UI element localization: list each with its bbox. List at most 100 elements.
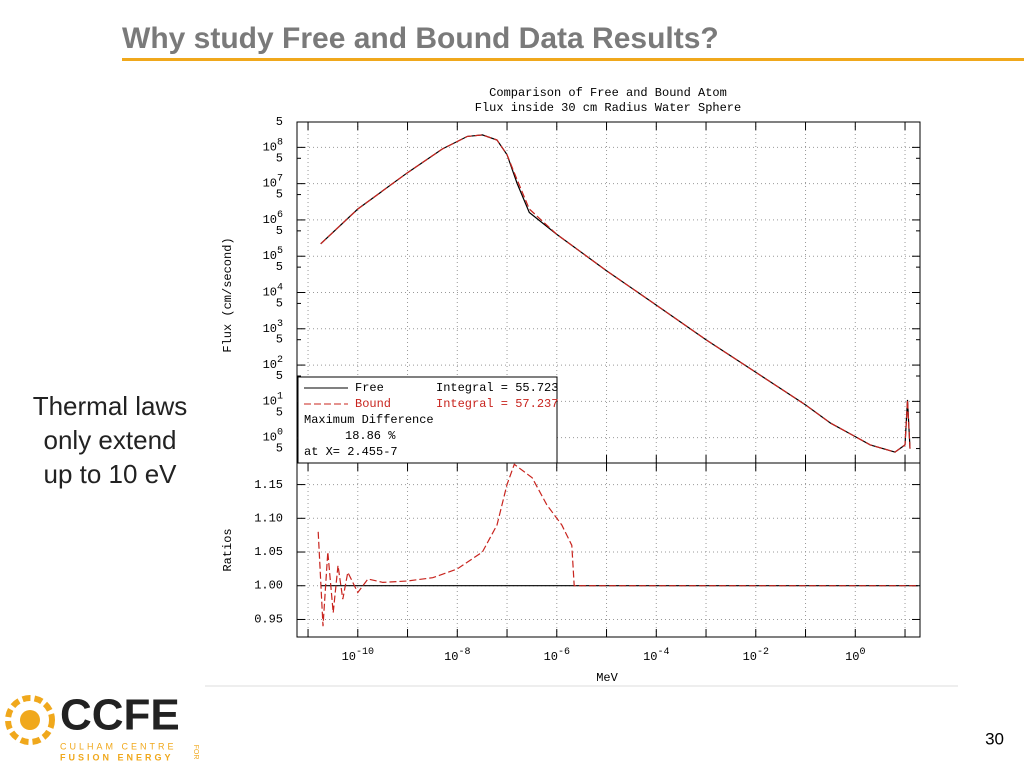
tick-label-base: 10 (263, 431, 277, 445)
tick-label: 5 (276, 224, 283, 238)
tick-label-base: 10 (263, 286, 277, 300)
legend-name: Bound (355, 397, 391, 411)
chart-title: Comparison of Free and Bound Atom (489, 86, 727, 100)
tick-label: 102 (263, 355, 283, 373)
tick-label-base: 10 (845, 650, 859, 664)
plot-frame (296, 462, 921, 638)
tick-label: 1.00 (254, 579, 283, 593)
tick-label: 103 (263, 318, 283, 336)
tick-label: 1.10 (254, 511, 283, 525)
tick-label-base: 5 (276, 297, 283, 311)
tick-label-exponent: 7 (277, 173, 283, 184)
tick-label: 0.95 (254, 613, 283, 627)
tick-label: 106 (263, 210, 283, 228)
logo-mark (20, 710, 40, 730)
tick-label-exponent: 2 (277, 355, 283, 366)
tick-label-base: 1.00 (254, 579, 283, 593)
tick-label-base: 10 (263, 322, 277, 336)
legend-integral: Integral = 55.723 (436, 381, 558, 395)
tick-label-base: 5 (276, 442, 283, 456)
logo-mark (5, 695, 55, 745)
tick-label-base: 10 (444, 650, 458, 664)
tick-label: 1.15 (254, 478, 283, 492)
tick-label-exponent: -4 (657, 647, 669, 658)
tick-label: 10-4 (643, 647, 669, 665)
legend-integral: Integral = 57.237 (436, 397, 558, 411)
tick-label: 5 (276, 369, 283, 383)
logo-name: CCFE (60, 691, 180, 740)
x-axis-label: MeV (596, 671, 618, 685)
y-axis-label: Ratios (221, 528, 235, 571)
title-rule (122, 58, 1024, 61)
series-line (320, 134, 911, 453)
logo-side: FOR (192, 745, 199, 760)
logo-line: CULHAM CENTRE (60, 741, 177, 751)
tick-label: 5 (276, 188, 283, 202)
tick-label-exponent: -10 (356, 647, 374, 658)
tick-label: 5 (276, 333, 283, 347)
tick-label-base: 10 (544, 650, 558, 664)
tick-label: 10-8 (444, 647, 470, 665)
chart-title: Flux inside 30 cm Radius Water Sphere (475, 101, 741, 115)
tick-label-exponent: -6 (558, 647, 570, 658)
tick-label-exponent: 4 (277, 282, 283, 293)
tick-label-base: 10 (342, 650, 356, 664)
tick-label-exponent: 1 (277, 391, 283, 402)
tick-label: 105 (263, 246, 283, 264)
tick-label: 5 (276, 115, 283, 129)
tick-label: 10-10 (342, 647, 374, 665)
side-text: Thermal laws (33, 391, 188, 421)
tick-label-base: 5 (276, 369, 283, 383)
y-axis-label: Flux (cm/second) (221, 237, 235, 352)
tick-label-base: 10 (263, 141, 277, 155)
tick-label: 108 (263, 137, 283, 155)
tick-label: 10-6 (544, 647, 570, 665)
tick-label-base: 10 (643, 650, 657, 664)
tick-label-exponent: 0 (859, 647, 865, 658)
tick-label-base: 1.10 (254, 511, 283, 525)
annotation: Maximum Difference (304, 413, 434, 427)
tick-label: 100 (845, 647, 865, 665)
tick-label-base: 10 (743, 650, 757, 664)
tick-label: 5 (276, 260, 283, 274)
tick-label: 104 (263, 282, 283, 300)
tick-label-exponent: -8 (458, 647, 470, 658)
tick-label-base: 5 (276, 151, 283, 165)
tick-label-base: 5 (276, 405, 283, 419)
annotation: 18.86 % (345, 429, 396, 443)
tick-label: 5 (276, 151, 283, 165)
logo-line: FUSION ENERGY (60, 752, 174, 762)
tick-label-exponent: 3 (277, 318, 283, 329)
tick-label: 10-2 (743, 647, 769, 665)
legend-name: Free (355, 381, 384, 395)
tick-label: 1.05 (254, 545, 283, 559)
tick-label: 101 (263, 391, 283, 409)
tick-label-base: 10 (263, 358, 277, 372)
tick-label: 5 (276, 405, 283, 419)
tick-label: 5 (276, 297, 283, 311)
tick-label: 5 (276, 442, 283, 456)
annotation: at X= 2.455-7 (304, 445, 398, 459)
tick-label-exponent: 0 (277, 427, 283, 438)
tick-label-exponent: 6 (277, 210, 283, 221)
tick-label-exponent: -2 (757, 647, 769, 658)
side-text: only extend (44, 425, 177, 455)
series-line (317, 463, 918, 627)
tick-label-exponent: 5 (277, 246, 283, 257)
tick-label-base: 10 (263, 177, 277, 191)
tick-label-base: 5 (276, 115, 283, 129)
tick-label-base: 5 (276, 333, 283, 347)
tick-label-base: 5 (276, 224, 283, 238)
side-text: up to 10 eV (44, 459, 178, 489)
tick-label-base: 5 (276, 188, 283, 202)
tick-label-base: 10 (263, 395, 277, 409)
tick-label: 107 (263, 173, 283, 191)
legend-box (297, 376, 558, 464)
slide-title: Why study Free and Bound Data Results? (122, 22, 719, 55)
tick-label-exponent: 8 (277, 137, 283, 148)
page-number: 30 (985, 729, 1004, 748)
tick-label: 100 (263, 427, 283, 445)
logo: CCFE CULHAM CENTRE FUSION ENERGY FOR (5, 691, 199, 762)
